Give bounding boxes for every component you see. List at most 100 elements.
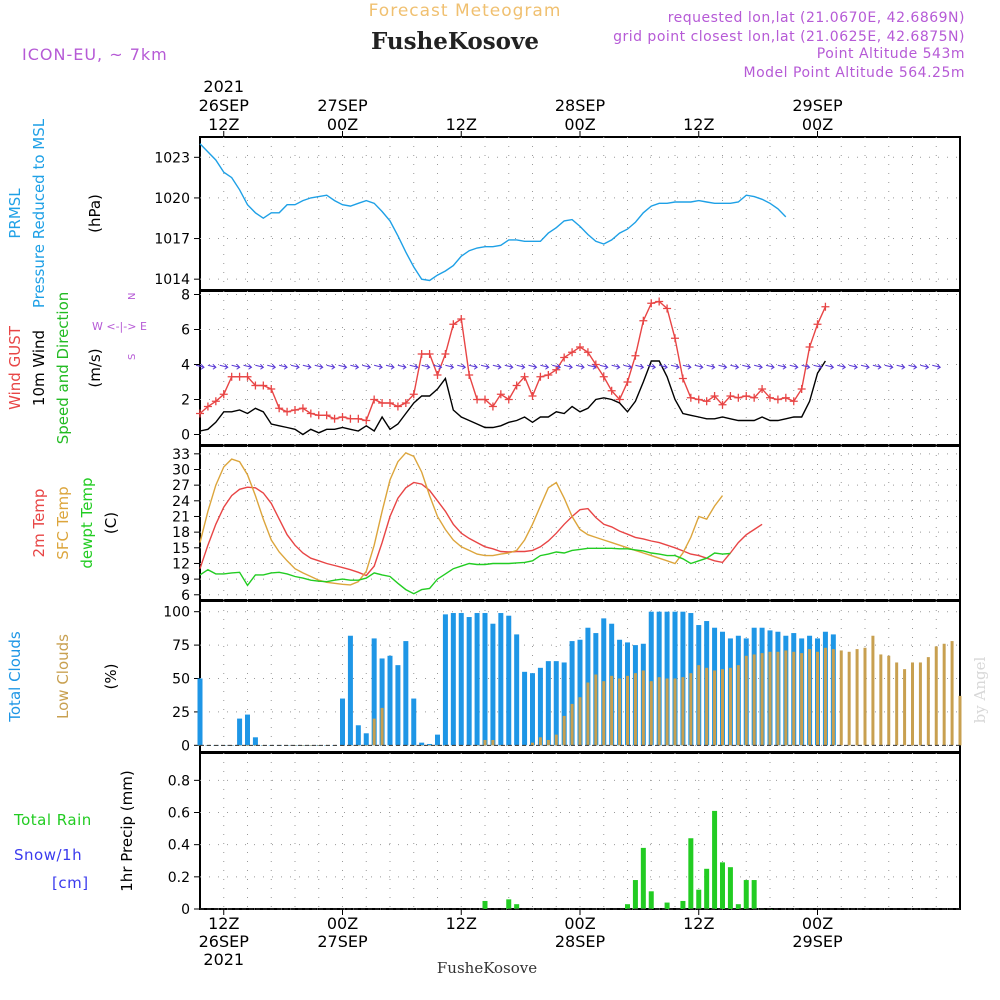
gust-point — [235, 372, 244, 381]
clouds-low_clouds-bar — [610, 675, 614, 746]
gust-point — [781, 393, 790, 402]
bottom-tick-label: 27SEP — [317, 932, 368, 951]
gust-point — [631, 351, 640, 360]
clouds-low_clouds-bar — [380, 707, 384, 746]
wind-label-2: Speed and Direction — [54, 292, 72, 445]
closest-coords: grid point closest lon,lat (21.0625E, 42… — [613, 29, 965, 45]
precip-rain-bar — [506, 899, 512, 909]
top-tick-label: 29SEP — [792, 96, 843, 115]
gust-point — [259, 381, 268, 390]
gust-point — [433, 371, 442, 379]
pressure-panel: 1014 1017 1020 1023 PRMSL Pressure Reduced to… — [6, 118, 961, 308]
gust-point — [647, 299, 656, 308]
wind-dir-arrow — [231, 363, 241, 370]
clouds-total_clouds-bar — [458, 613, 464, 746]
clouds-total_clouds-bar — [245, 714, 250, 746]
gust-point — [552, 365, 561, 374]
precip-ytick-label: 0.8 — [168, 773, 190, 789]
clouds-low_clouds-bar — [926, 657, 930, 746]
gust-point — [227, 372, 236, 381]
gust-point — [211, 397, 220, 406]
gust-point — [536, 372, 545, 381]
precip-ytick-label: 0.4 — [168, 838, 190, 854]
pressure-label-0: PRMSL — [6, 188, 24, 239]
pressure-ytick-label: 1020 — [154, 191, 190, 207]
wind-label-1: 10m Wind — [30, 330, 48, 406]
clouds-low_clouds-bar — [942, 643, 946, 746]
clouds-low_clouds-bar — [752, 654, 756, 746]
clouds-ytick-label: 25 — [172, 705, 190, 721]
wind-dir-arrow — [492, 363, 502, 370]
clouds-low_clouds-bar — [831, 649, 835, 746]
precip-rain-bar — [625, 904, 630, 909]
clouds-low_clouds-bar — [649, 681, 653, 746]
clouds-panel: 0 25 50 75 100 Total Clouds Low Clouds (%) — [6, 600, 962, 754]
clouds-low_clouds-bar — [602, 681, 606, 746]
wind-dir-arrow — [564, 363, 573, 370]
model-label: ICON-EU, ~ 7km — [22, 45, 168, 64]
precip-ytick-label: 0.2 — [168, 870, 190, 886]
clouds-total_clouds-bar — [450, 613, 456, 746]
wind-ytick-label: 2 — [181, 393, 190, 409]
gust-point — [663, 304, 672, 313]
clouds-low_clouds-bar — [586, 682, 590, 746]
pressure-label-1: Pressure Reduced to MSL — [30, 118, 48, 308]
clouds-low_clouds-bar — [554, 734, 558, 746]
wind-dir-arrow — [659, 363, 668, 370]
clouds-low_clouds-bar — [665, 678, 669, 746]
clouds-low_clouds-bar — [317, 745, 321, 746]
clouds-low_clouds-bar — [246, 745, 249, 746]
clouds-low_clouds-bar — [816, 651, 819, 746]
gust-point — [251, 381, 260, 390]
clouds-total_clouds-bar — [442, 614, 448, 746]
gust-point — [560, 353, 569, 362]
clouds-low_clouds-bar — [918, 662, 922, 746]
temperature-ytick-label: 15 — [172, 541, 190, 557]
clouds-low_clouds-bar — [356, 745, 360, 746]
wind-dir-arrow — [195, 363, 205, 370]
clouds-low_clouds-bar — [903, 669, 907, 746]
wind-dir-arrow — [385, 363, 395, 370]
gust-point — [330, 414, 339, 423]
pressure-frame — [199, 136, 961, 291]
gust-point — [370, 395, 379, 404]
clouds-low_clouds-bar — [760, 653, 764, 746]
wind-dir-arrow — [433, 363, 443, 370]
clouds-total_clouds-bar — [363, 733, 369, 746]
clouds-low_clouds-bar — [776, 651, 780, 746]
gust-point — [734, 393, 743, 402]
precip-label-2: [cm] — [52, 874, 89, 892]
gust-point — [686, 393, 695, 402]
clouds-total_clouds-bar — [506, 615, 512, 746]
clouds-total_clouds-bar — [387, 655, 393, 746]
clouds-low_clouds-bar — [800, 653, 804, 746]
gust-point — [441, 350, 450, 358]
gust-point — [298, 404, 307, 413]
clouds-low_clouds-bar — [253, 745, 257, 746]
clouds-total_clouds-bar — [435, 734, 440, 746]
clouds-low_clouds-bar — [887, 655, 891, 746]
gust-point — [346, 414, 355, 423]
gust-point — [758, 385, 767, 393]
top-tick-label: 12Z — [208, 115, 239, 134]
clouds-low_clouds-bar — [705, 667, 709, 746]
wind-frame — [199, 290, 961, 446]
clouds-total_clouds-bar — [561, 662, 567, 746]
clouds-total_clouds-bar — [347, 635, 353, 746]
gust-point — [465, 371, 474, 379]
wind-dir-arrow — [255, 363, 265, 370]
precip-rain-bar — [735, 904, 741, 909]
clouds-total_clouds-bar — [197, 678, 203, 746]
gust-point — [203, 402, 212, 411]
temperature-frame — [199, 445, 961, 601]
clouds-low_clouds-bar — [238, 745, 242, 746]
temperature-label-2: dewpt Temp — [78, 477, 96, 568]
wind-dir-arrow — [552, 363, 562, 370]
wind-dir-arrow — [908, 363, 918, 370]
clouds-low_clouds-bar — [673, 678, 677, 746]
clouds-total_clouds-bar — [482, 613, 488, 746]
wind-dir-arrow — [825, 363, 835, 370]
bottom-tick-label: 29SEP — [792, 932, 843, 951]
clouds-label-1: Low Clouds — [54, 634, 72, 719]
